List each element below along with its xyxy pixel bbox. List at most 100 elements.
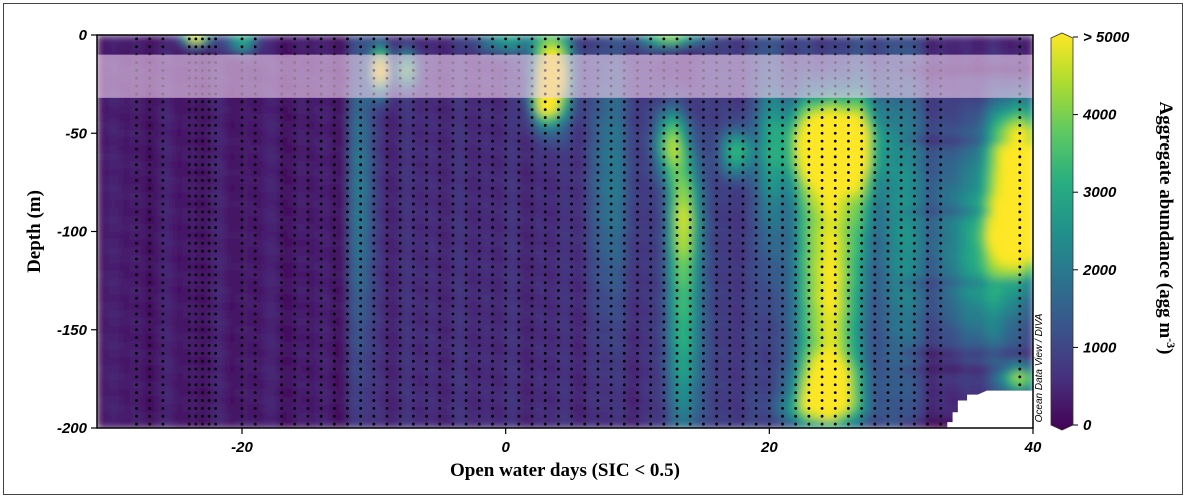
heatmap-cell: [723, 372, 731, 383]
heatmap-cell: [696, 420, 705, 428]
heatmap-cell: [716, 152, 725, 162]
heatmap-cell: [400, 160, 409, 170]
heatmap-cell: [630, 152, 639, 162]
heatmap-cell: [387, 262, 395, 272]
heatmap-cell: [604, 207, 613, 217]
heatmap-cell: [97, 317, 105, 328]
heatmap-cell: [393, 357, 402, 367]
heatmap-cell: [367, 105, 376, 115]
heatmap-cell: [426, 160, 435, 170]
heatmap-cell: [446, 247, 455, 257]
heatmap-cell: [149, 333, 158, 343]
heatmap-cell: [367, 294, 376, 304]
heatmap-cell: [683, 200, 692, 210]
heatmap-cell: [123, 200, 132, 210]
heatmap-cell: [202, 129, 211, 139]
heatmap-cell: [426, 168, 435, 178]
heatmap-cell: [149, 42, 158, 52]
heatmap-cell: [215, 396, 224, 406]
heatmap-cell: [571, 372, 580, 383]
heatmap-cell: [327, 35, 336, 45]
heatmap-cell: [518, 35, 527, 45]
heatmap-cell: [650, 286, 659, 296]
heatmap-cell: [558, 42, 567, 52]
heatmap-cell: [274, 137, 283, 147]
heatmap-cell: [162, 247, 171, 257]
heatmap-cell: [683, 412, 692, 422]
heatmap-cell: [202, 310, 211, 320]
heatmap-cell: [538, 262, 547, 272]
heatmap-cell: [696, 412, 705, 422]
heatmap-cell: [736, 412, 745, 422]
heatmap-cell: [242, 184, 250, 194]
heatmap-cell: [512, 200, 521, 210]
heatmap-cell: [149, 113, 158, 123]
heatmap-cell: [176, 349, 184, 359]
heatmap-cell: [433, 317, 441, 328]
heatmap-cell: [499, 333, 507, 343]
heatmap-cell: [723, 200, 731, 210]
heatmap-cell: [215, 255, 224, 265]
heatmap-cell: [584, 341, 593, 351]
heatmap-cell: [525, 200, 534, 210]
heatmap-cell: [255, 270, 263, 280]
heatmap-cell: [710, 35, 718, 45]
heatmap-cell: [400, 317, 409, 328]
heatmap-cell: [202, 388, 211, 398]
heatmap-cell: [400, 129, 409, 139]
heatmap-cell: [215, 215, 224, 225]
heatmap-cell: [321, 247, 329, 257]
heatmap-cell: [446, 200, 455, 210]
heatmap-cell: [578, 152, 586, 162]
heatmap-cell: [736, 168, 745, 178]
heatmap-cell: [716, 35, 725, 45]
heatmap-cell: [578, 168, 586, 178]
heatmap-cell: [327, 105, 336, 115]
heatmap-cell: [558, 105, 567, 115]
heatmap-cell: [512, 152, 521, 162]
heatmap-cell: [347, 325, 356, 335]
heatmap-cell: [696, 349, 705, 359]
heatmap-cell: [123, 294, 132, 304]
heatmap-cell: [136, 325, 145, 335]
heatmap-cell: [360, 145, 369, 155]
heatmap-cell: [195, 247, 204, 257]
heatmap-cell: [518, 372, 527, 383]
heatmap-cell: [578, 223, 586, 233]
heatmap-cell: [452, 176, 461, 186]
heatmap-cell: [565, 215, 573, 225]
heatmap-cell: [400, 270, 409, 280]
heatmap-cell: [367, 325, 376, 335]
heatmap-cell: [459, 365, 468, 375]
heatmap-cell: [604, 286, 613, 296]
heatmap-cell: [512, 262, 521, 272]
heatmap-cell: [281, 168, 290, 178]
heatmap-cell: [248, 404, 257, 414]
heatmap-cell: [103, 129, 112, 139]
heatmap-cell: [169, 365, 178, 375]
heatmap-cell: [162, 404, 171, 414]
heatmap-cell: [248, 380, 257, 390]
heatmap-cell: [571, 35, 580, 45]
heatmap-cell: [367, 333, 376, 343]
heatmap-cell: [710, 270, 718, 280]
heatmap-cell: [617, 365, 626, 375]
heatmap-cell: [393, 160, 402, 170]
heatmap-cell: [690, 184, 699, 194]
heatmap-cell: [288, 357, 296, 367]
heatmap-cell: [156, 200, 165, 210]
heatmap-cell: [255, 255, 263, 265]
heatmap-cell: [182, 294, 191, 304]
heatmap-cell: [413, 380, 422, 390]
heatmap-cell: [499, 380, 507, 390]
heatmap-cell: [380, 420, 389, 428]
heatmap-cell: [446, 388, 455, 398]
heatmap-cell: [472, 42, 481, 52]
heatmap-cell: [591, 105, 600, 115]
heatmap-cell: [670, 160, 679, 170]
heatmap-cell: [334, 325, 343, 335]
heatmap-cell: [406, 302, 415, 312]
heatmap-cell: [710, 113, 718, 123]
heatmap-cell: [255, 317, 263, 328]
heatmap-cell: [261, 113, 270, 123]
